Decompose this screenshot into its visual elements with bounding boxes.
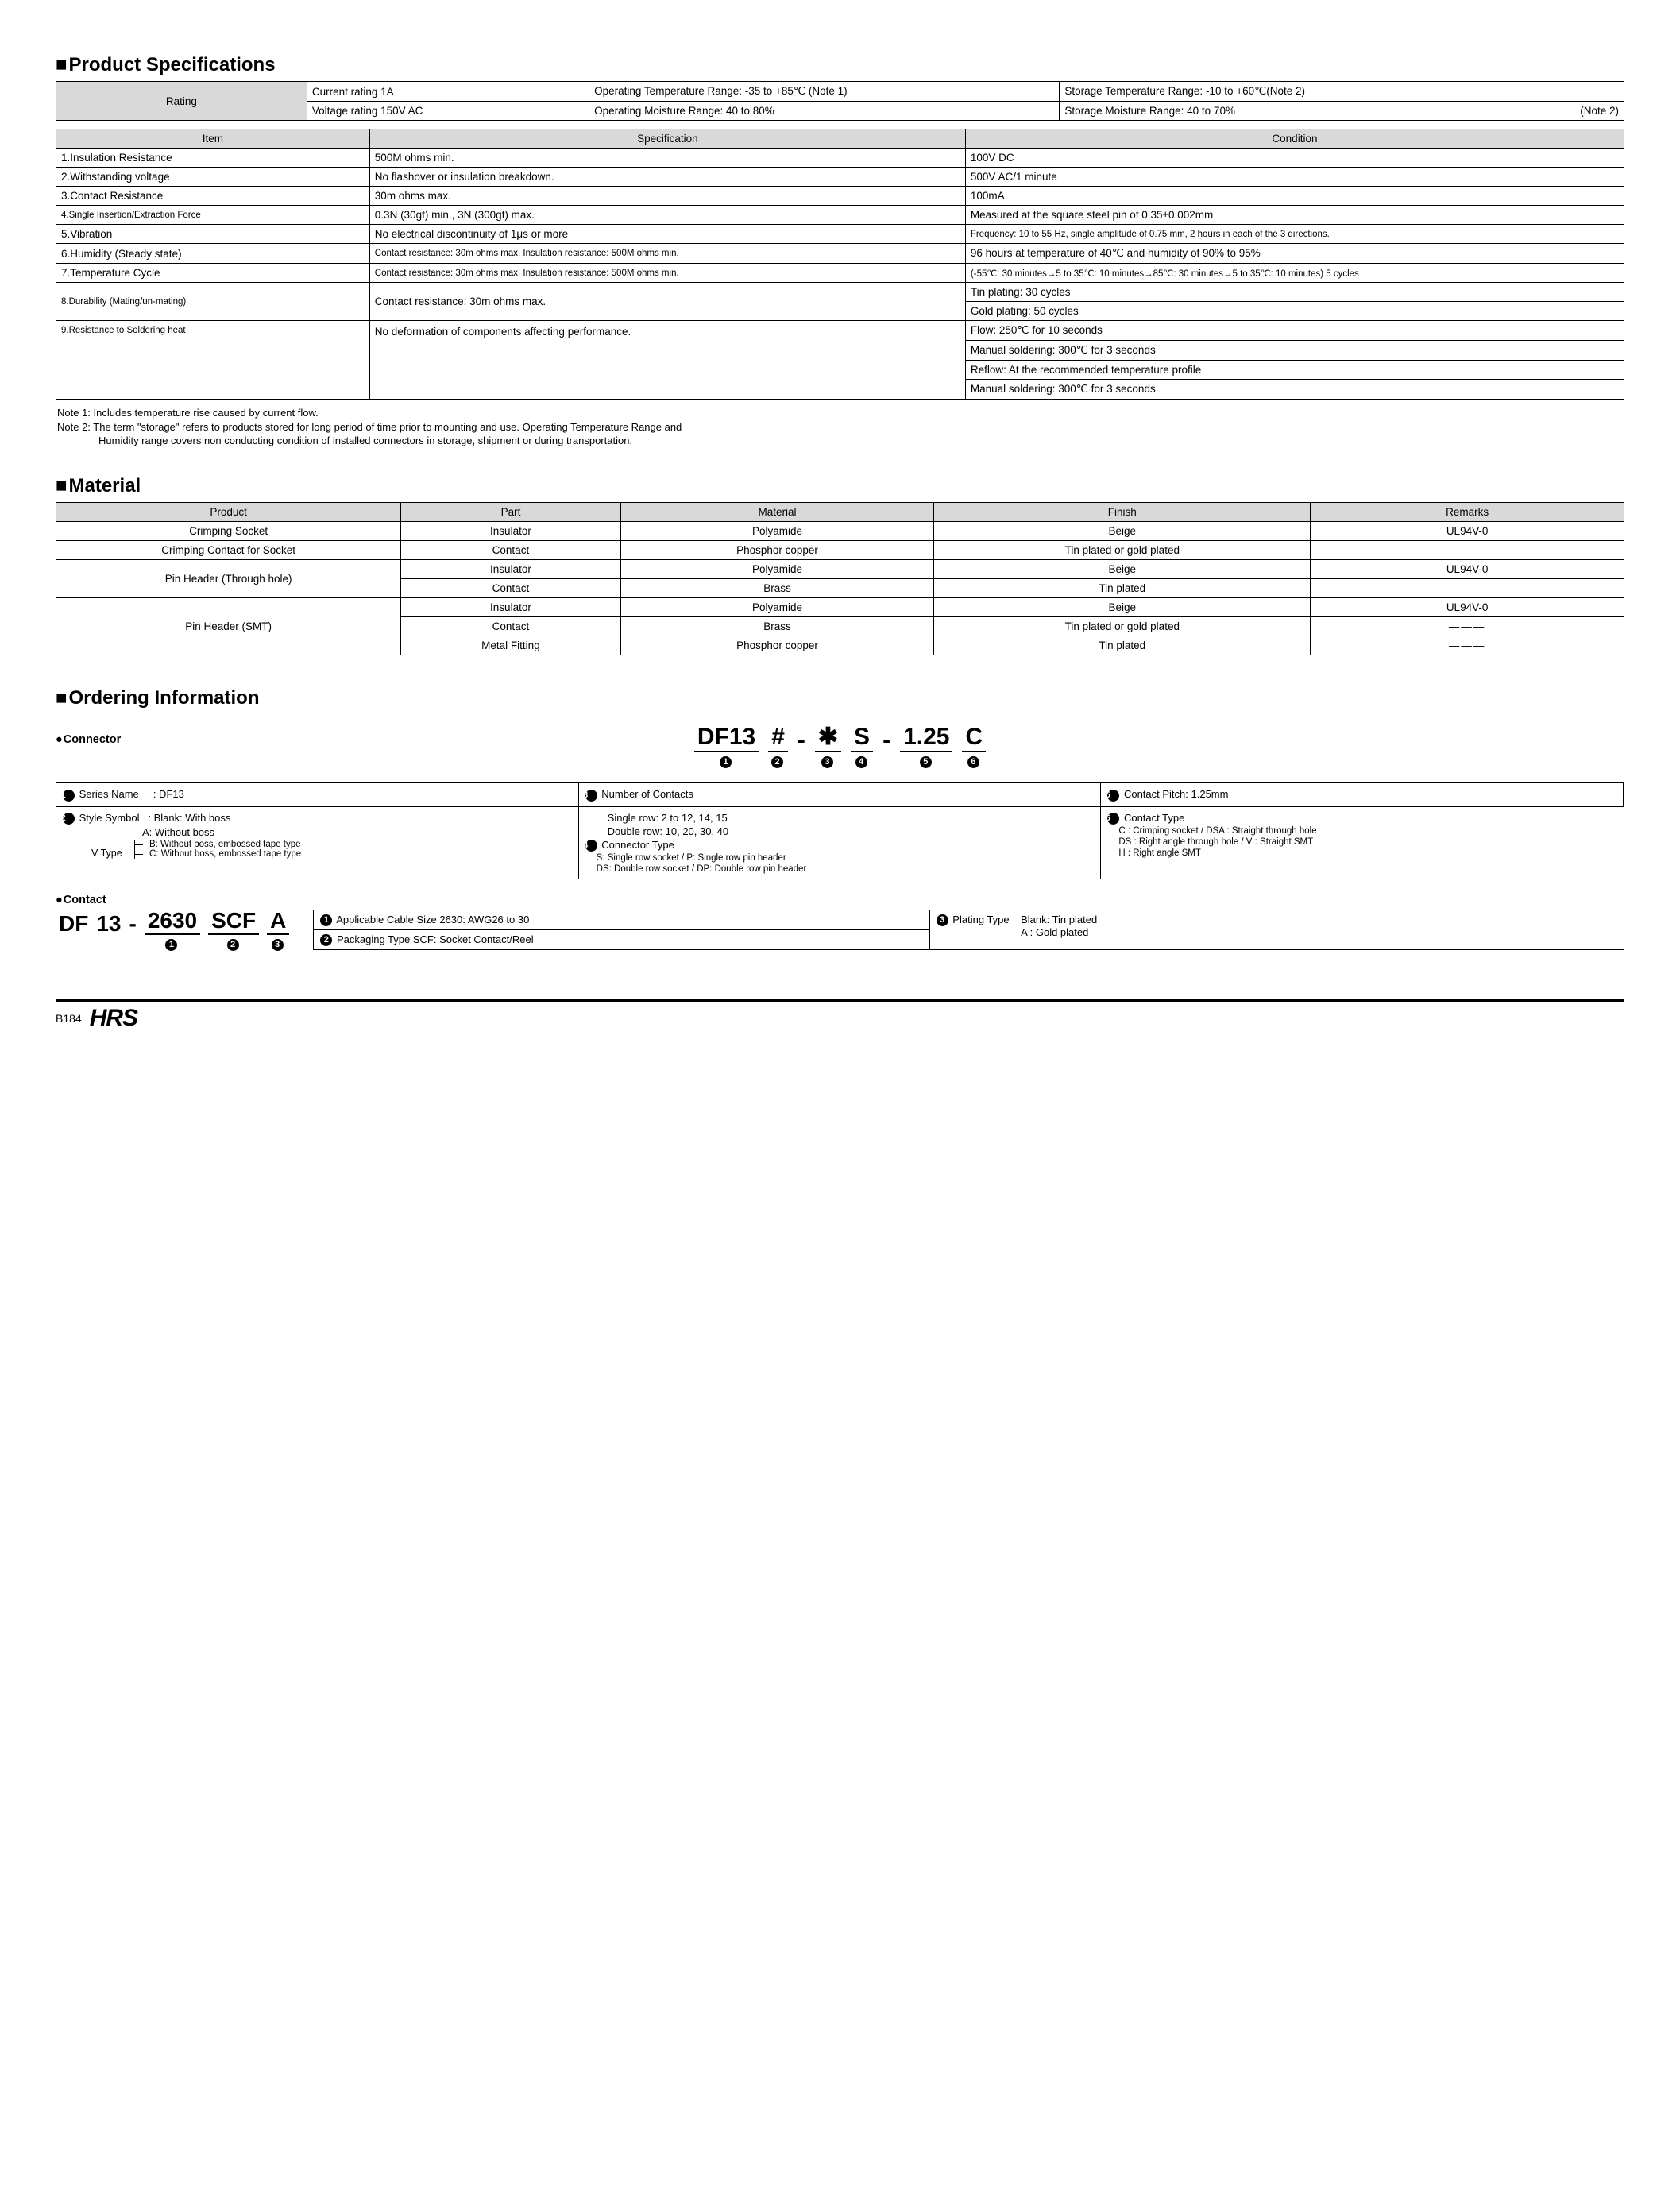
spec-row: 6.Humidity (Steady state)Contact resista… (56, 244, 1624, 264)
hrs-logo: HRS (90, 1005, 137, 1032)
part-number-connector: DF131 #2 - ✱3 S4 - 1.255 C6 (56, 725, 1624, 769)
rating-opmoist: Operating Moisture Range: 40 to 80% (589, 102, 1060, 121)
ordering-columns: 1 Series Name : DF13 3 Number of Contact… (56, 782, 1624, 879)
rating-current: Current rating 1A (307, 82, 589, 102)
ord-col-3: 5 Contact Pitch: 1.25mm (1101, 783, 1624, 806)
part-number-contact: DF 13 - 26301 SCF2 A3 (59, 910, 289, 952)
rating-sttemp: Storage Temperature Range: -10 to +60℃(N… (1060, 82, 1624, 102)
mat-row: Crimping SocketInsulatorPolyamideBeigeUL… (56, 521, 1624, 540)
section-title-specs: Product Specifications (56, 54, 1624, 76)
mat-row: Pin Header (Through hole)InsulatorPolyam… (56, 559, 1624, 578)
spec-row: 1.Insulation Resistance500M ohms min.100… (56, 149, 1624, 168)
section-title-material: Material (56, 475, 1624, 497)
contact-block: DF 13 - 26301 SCF2 A3 1 Applicable Cable… (56, 910, 1624, 952)
spec-row: 2.Withstanding voltageNo flashover or in… (56, 168, 1624, 187)
note-2a: Note 2: The term "storage" refers to pro… (57, 420, 1624, 435)
ratings-table: Rating Current rating 1A Operating Tempe… (56, 81, 1624, 121)
ord-col-1b: 2 Style Symbol : Blank: With boss A: Wit… (56, 806, 579, 879)
material-table: Product Part Material Finish Remarks Cri… (56, 502, 1624, 655)
rating-stmoist: Storage Moisture Range: 40 to 70% (Note … (1060, 102, 1624, 121)
spec-row: 4.Single Insertion/Extraction Force0.3N … (56, 206, 1624, 225)
contact-label: Contact (56, 894, 1624, 906)
contact-details-table: 1 Applicable Cable Size 2630: AWG26 to 3… (313, 910, 1624, 950)
spec-row: 5.VibrationNo electrical discontinuity o… (56, 225, 1624, 244)
spec-head-item: Item (56, 129, 370, 149)
page-number: B184 (56, 1012, 82, 1025)
note-2b: Humidity range covers non conducting con… (98, 434, 1624, 448)
rating-header: Rating (56, 82, 307, 121)
spec-head-spec: Specification (369, 129, 965, 149)
mat-row: Pin Header (SMT)InsulatorPolyamideBeigeU… (56, 597, 1624, 616)
rating-voltage: Voltage rating 150V AC (307, 102, 589, 121)
spec-row: 9.Resistance to Soldering heat No deform… (56, 321, 1624, 341)
specs-table: Item Specification Condition 1.Insulatio… (56, 129, 1624, 400)
ord-col-3b: 6 Contact Type C : Crimping socket / DSA… (1101, 806, 1624, 879)
spec-row: 7.Temperature CycleContact resistance: 3… (56, 264, 1624, 283)
spec-head-cond: Condition (965, 129, 1624, 149)
note-1: Note 1: Includes temperature rise caused… (57, 406, 1624, 420)
section-title-ordering: Ordering Information (56, 687, 1624, 709)
spec-row: 8.Durability (Mating/un-mating) Contact … (56, 283, 1624, 302)
page-footer: B184 HRS (56, 999, 1624, 1032)
mat-row: Crimping Contact for SocketContactPhosph… (56, 540, 1624, 559)
ord-col-2: 3 Number of Contacts (579, 783, 1102, 806)
notes-block: Note 1: Includes temperature rise caused… (57, 406, 1624, 448)
spec-row: 3.Contact Resistance30m ohms max.100mA (56, 187, 1624, 206)
rating-optemp: Operating Temperature Range: -35 to +85℃… (589, 82, 1060, 102)
ord-col-2b: Single row: 2 to 12, 14, 15 Double row: … (579, 806, 1102, 879)
ord-col-1: 1 Series Name : DF13 (56, 783, 579, 806)
